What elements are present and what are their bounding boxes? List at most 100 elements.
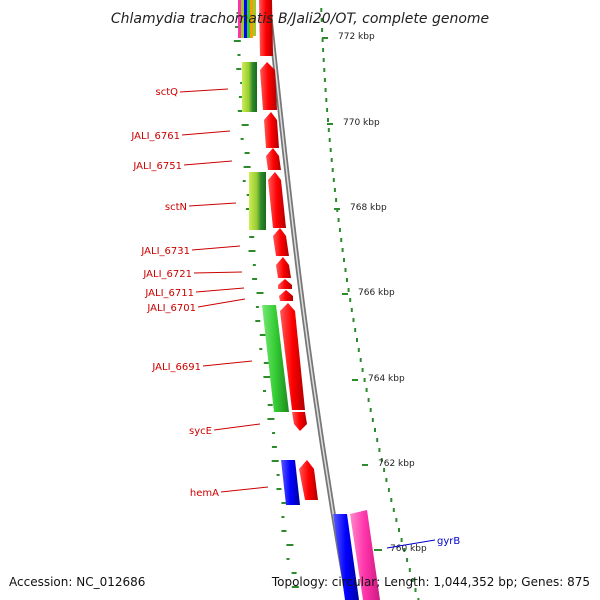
tick-label: 770 kbp bbox=[343, 118, 380, 128]
gc-dash bbox=[281, 530, 287, 532]
gene-feature-blue-lower[interactable] bbox=[333, 514, 359, 600]
gene-feature-sctN[interactable] bbox=[249, 172, 266, 230]
gc-dash bbox=[263, 390, 266, 392]
tick-dot bbox=[333, 188, 336, 192]
gene-label[interactable]: JALI_6701 bbox=[146, 303, 196, 314]
tick-dot bbox=[343, 258, 345, 262]
gc-dash bbox=[272, 432, 276, 434]
gc-dash bbox=[267, 418, 275, 420]
accession-text: Accession: NC_012686 bbox=[9, 575, 145, 589]
tick-label: 768 kbp bbox=[350, 203, 387, 213]
cds-feature[interactable] bbox=[279, 290, 293, 301]
tick-dot bbox=[354, 328, 357, 332]
gc-dash bbox=[252, 278, 258, 280]
tick-dot bbox=[403, 548, 406, 552]
gc-dash bbox=[286, 544, 294, 546]
tick-dot bbox=[331, 168, 334, 172]
tick-dot bbox=[385, 478, 388, 482]
cds-feature[interactable] bbox=[276, 257, 291, 278]
gene-label[interactable]: JALI_6751 bbox=[132, 161, 182, 172]
tick-dot bbox=[352, 318, 355, 322]
gc-dash bbox=[286, 558, 290, 560]
gc-dash bbox=[252, 264, 256, 266]
gene-label[interactable]: sctN bbox=[165, 202, 187, 213]
gc-dash bbox=[276, 488, 282, 490]
tick-label: 762 kbp bbox=[378, 459, 415, 469]
gene-feature-JALI-6691[interactable] bbox=[262, 305, 289, 412]
cds-feature[interactable] bbox=[273, 228, 289, 256]
tick-dot bbox=[340, 238, 343, 242]
gc-dash bbox=[237, 54, 241, 56]
gc-dash bbox=[263, 362, 269, 364]
tick-label: 766 kbp bbox=[358, 288, 395, 298]
tick-dot bbox=[350, 308, 353, 312]
cds-feature[interactable] bbox=[266, 148, 281, 170]
tick-dot bbox=[341, 248, 344, 252]
genome-title: Chlamydia trachomatis B/Jali20/OT, compl… bbox=[111, 11, 489, 27]
tick-dot bbox=[347, 288, 350, 292]
gc-dash bbox=[236, 68, 242, 70]
tick-dot bbox=[411, 578, 414, 582]
gene-feature-gyrB[interactable] bbox=[350, 510, 380, 600]
gc-dash bbox=[256, 292, 264, 294]
gc-dash bbox=[281, 516, 285, 518]
tick-dot bbox=[408, 568, 411, 572]
gc-dash bbox=[243, 166, 251, 168]
gene-label[interactable]: JALI_6731 bbox=[140, 246, 190, 257]
tick-dot bbox=[376, 438, 379, 442]
cds-feature[interactable] bbox=[280, 303, 305, 410]
tick-labels: 772 kbp 770 kbp 768 kbp 766 kbp 764 kbp … bbox=[338, 32, 427, 554]
cds-feature[interactable] bbox=[268, 172, 286, 228]
tick-dot bbox=[335, 198, 338, 202]
cds-feature[interactable] bbox=[259, 0, 273, 56]
gene-feature-hemA[interactable] bbox=[281, 460, 300, 505]
tick-dot bbox=[357, 348, 360, 352]
cds-feature[interactable] bbox=[278, 279, 292, 289]
gc-dash bbox=[235, 26, 241, 28]
tick-dot bbox=[365, 388, 368, 392]
tick-label: 760 kbp bbox=[390, 544, 427, 554]
cds-feature[interactable] bbox=[299, 460, 318, 500]
tick-dot bbox=[414, 588, 417, 592]
gene-label[interactable]: JALI_6721 bbox=[142, 269, 192, 280]
tick-dot bbox=[320, 8, 323, 12]
tick-dot bbox=[320, 18, 323, 22]
gc-skew-track bbox=[233, 12, 299, 588]
gc-dash bbox=[276, 474, 280, 476]
gc-dash bbox=[291, 586, 299, 588]
tick-dot bbox=[390, 498, 393, 502]
gene-label[interactable]: sctQ bbox=[156, 87, 179, 98]
tick-dot bbox=[398, 528, 400, 532]
cds-feature[interactable] bbox=[264, 112, 279, 148]
tick-dot bbox=[321, 38, 324, 42]
gene-label[interactable]: sycE bbox=[189, 426, 212, 437]
tick-dot bbox=[323, 78, 326, 82]
gc-dash bbox=[259, 334, 267, 336]
gene-label[interactable]: gyrB bbox=[437, 536, 460, 547]
tick-dot bbox=[338, 228, 341, 232]
gene-label[interactable]: JALI_6711 bbox=[144, 288, 194, 299]
tick-dot bbox=[406, 558, 409, 562]
tick-dot bbox=[374, 428, 376, 432]
tick-dot bbox=[327, 128, 330, 132]
gene-label[interactable]: hemA bbox=[190, 488, 219, 499]
label-leaders bbox=[179, 88, 436, 549]
gc-dash bbox=[291, 572, 297, 574]
gene-label[interactable]: JALI_6761 bbox=[130, 131, 180, 142]
gc-dash bbox=[263, 376, 271, 378]
gene-label[interactable]: JALI_6691 bbox=[151, 362, 201, 373]
tick-dot bbox=[344, 268, 347, 272]
gc-dash bbox=[271, 446, 277, 448]
top-gene-cluster bbox=[238, 0, 256, 38]
gc-dash bbox=[271, 460, 279, 462]
cds-feature[interactable] bbox=[292, 412, 307, 431]
tick-marks bbox=[322, 37, 382, 551]
cds-feature[interactable] bbox=[260, 62, 277, 110]
gc-dash bbox=[249, 236, 255, 238]
tick-dot bbox=[369, 408, 372, 412]
tick-dot bbox=[417, 598, 420, 600]
tick-dot bbox=[349, 298, 352, 302]
gc-dash bbox=[244, 152, 250, 154]
tick-dot bbox=[380, 458, 383, 462]
gene-feature-sctQ[interactable] bbox=[242, 62, 257, 112]
